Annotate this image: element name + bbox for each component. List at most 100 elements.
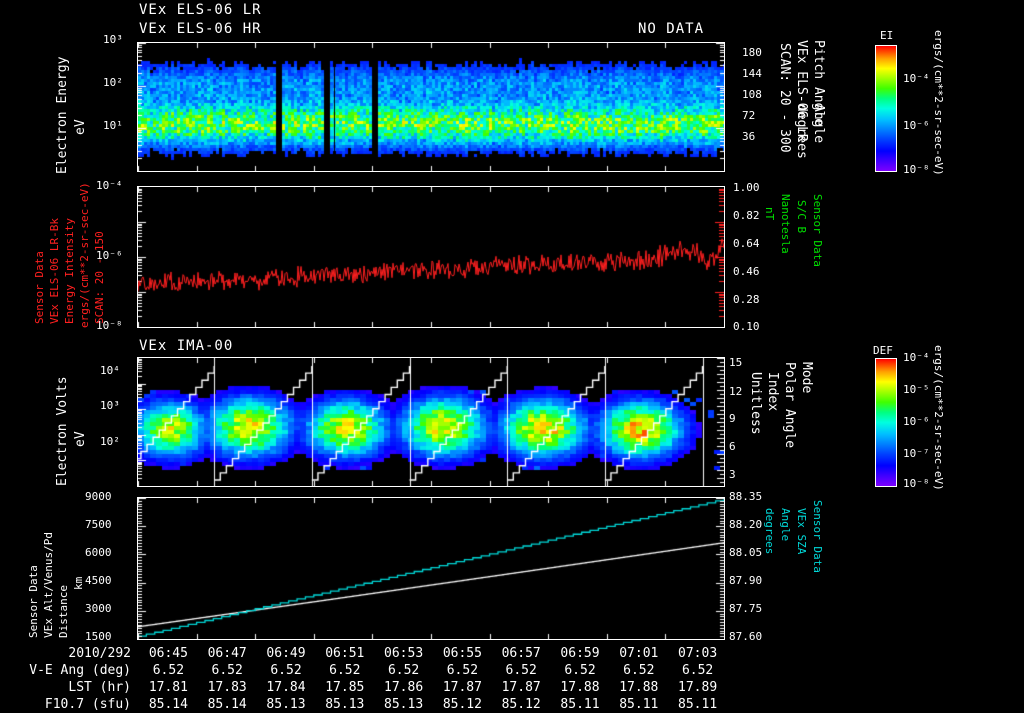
table-cell: 17.89 [678,680,718,695]
table-row-label-2: LST (hr) [68,680,131,695]
colorbar1-tick-3: 10⁻⁸ [903,163,930,176]
colorbar1-tick-2: 10⁻⁶ [903,119,930,132]
colorbar2-unit-label: ergs/(cm**2-sr-sec-eV) [932,345,945,491]
panel2-y2tick-010: 0.10 [733,320,760,333]
panel1-y2label-0: Pitch Angle [811,40,826,127]
panel1-y2label-3: degrees [794,104,809,159]
panel4-y2tick-8760: 87.60 [729,630,763,643]
table-cell: 6.52 [505,663,537,678]
bottom-data-table: 2010/292 V-E Ang (deg) LST (hr) F10.7 (sfu)… [0,645,1024,712]
table-cell: 6.52 [329,663,361,678]
panel4-ylabel-2: Distance [57,585,70,638]
panel1-title-hr: VEx ELS-06 HR [139,21,262,37]
panel2-y2tick-064: 0.64 [733,237,760,250]
colorbar1-tick-1: 10⁻⁴ [903,72,930,85]
panel1-ylabel-main: Electron Energy [55,56,70,174]
panel2-ylabel-1: VEx ELS-06 LR-Bk [48,218,61,324]
table-cell: 85.12 [501,697,541,712]
table-time-tick: 06:57 [501,646,541,661]
panel4-ytick-7500: 7500 [85,518,112,531]
panel1-y2label-2: Angle [811,104,826,144]
panel3-ytick-1e3: 10³ [100,399,120,412]
panel1-ytick-100: 10² [103,76,123,89]
table-cell: 6.52 [446,663,479,678]
panel2-y2tick-082: 0.82 [733,209,760,222]
table-cell: 17.87 [501,680,541,695]
panel4-ytick-6000: 6000 [85,546,112,559]
panel2-ylabel-2: Energy Intensity [63,218,76,324]
panel3-y2tick-6: 6 [729,440,736,453]
panel2-ylabel-0: Sensor Data [33,251,46,324]
panel4-ylabel-1: VEx Alt/Venus/Pd [42,532,55,638]
table-cell: 85.11 [619,697,659,712]
table-time-tick: 06:49 [266,646,306,661]
panel4-ytick-1500: 1500 [85,630,112,643]
table-cell: 17.88 [619,680,659,695]
panel3-ion-spectrogram[interactable] [137,357,725,487]
panel4-y2tick-8790: 87.90 [729,574,763,587]
panel4-y2tick-8805: 88.05 [729,546,763,559]
panel3-ytick-1e2: 10² [100,435,120,448]
table-cell: 85.12 [442,697,482,712]
table-cell: 6.52 [681,663,714,678]
panel4-ytick-4500: 4500 [85,574,112,587]
panel3-y2label-3: Unitless [748,372,763,435]
panel2-y2tick-028: 0.28 [733,293,760,306]
panel4-y2tick-8820: 88.20 [729,518,763,531]
panel4-ytick-9000: 9000 [85,490,112,503]
table-cell: 17.87 [442,680,482,695]
panel2-ytick-1e-4: 10⁻⁴ [96,179,123,192]
panel4-y2label-2: Angle [779,508,792,542]
table-cell: 6.52 [623,663,655,678]
panel2-energy-intensity[interactable] [137,186,725,328]
panel3-y2label-2: Index [765,372,780,412]
table-cell: 6.52 [270,663,302,678]
colorbar1[interactable] [875,45,897,172]
panel3-ylabel-unit: eV [73,431,88,447]
panel1-spectrogram[interactable] [137,42,725,172]
panel1-ytick-1000: 10³ [103,33,123,46]
panel1-y2label-1: VEx ELS-06 LR [794,40,809,142]
panel3-ytick-1e4: 10⁴ [100,364,120,377]
panel2-y2label-2: Nanotesla [779,194,792,254]
panel3-y2label-1: Polar Angle [782,362,797,449]
panel4-y2tick-8775: 87.75 [729,602,763,615]
panel1-no-data-label: NO DATA [638,21,705,37]
colorbar2-title: DEF [873,344,893,357]
panel1-y2tick-72: 72 [742,109,756,122]
colorbar2-tick-4: 10⁻⁷ [903,447,930,460]
panel2-y2label-0: Sensor Data [811,194,824,267]
panel3-y2tick-3: 3 [729,468,736,481]
panel4-y2tick-8835: 88.35 [729,490,763,503]
table-row-label-3: F10.7 (sfu) [44,697,131,712]
table-time-tick: 06:53 [384,646,424,661]
panel1-ytick-10: 10¹ [103,119,123,132]
table-time-tick: 06:45 [148,646,188,661]
table-time-tick: 06:47 [207,646,247,661]
panel2-ytick-1e-6: 10⁻⁶ [96,249,123,262]
table-cell: 17.84 [266,680,306,695]
table-time-tick: 07:01 [619,646,659,661]
table-cell: 17.85 [325,680,365,695]
panel3-title: VEx IMA-00 [139,338,234,354]
table-cell: 85.13 [384,697,424,712]
table-row-label-1: V-E Ang (deg) [29,663,131,678]
panel2-y2label-1: S/C B [795,200,808,234]
table-cell: 6.52 [152,663,185,678]
panel2-y2tick-046: 0.46 [733,265,760,278]
colorbar2-tick-3: 10⁻⁶ [903,415,930,428]
panel2-ylabel-4: SCAN: 20 - 150 [93,231,106,324]
panel4-y2label-3: degrees [763,508,776,555]
panel3-ylabel-main: Electron Volts [55,376,70,486]
table-time-tick: 07:03 [678,646,718,661]
panel4-ytick-3000: 3000 [85,602,112,615]
panel4-altitude-sza[interactable] [137,497,725,640]
panel4-y2label-1: VEx SZA [795,508,808,555]
table-cell: 85.14 [207,697,247,712]
panel4-ylabel-3: km [72,576,85,590]
colorbar2[interactable] [875,358,897,487]
table-cell: 6.52 [387,663,420,678]
panel1-title-lr: VEx ELS-06 LR [139,2,262,18]
table-cell: 85.14 [148,697,188,712]
